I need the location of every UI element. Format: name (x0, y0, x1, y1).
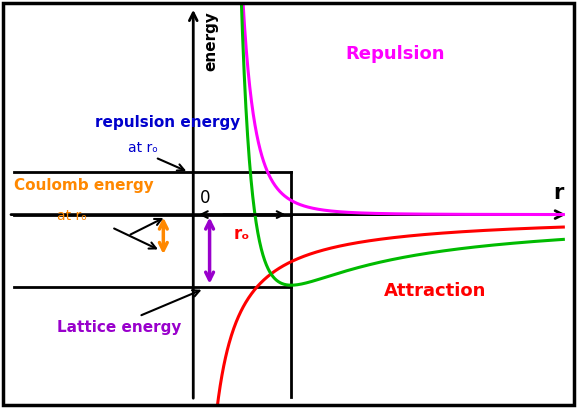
Text: Repulsion: Repulsion (346, 44, 445, 62)
Text: at rₒ: at rₒ (128, 141, 158, 155)
Text: Attraction: Attraction (384, 282, 486, 300)
Text: Coulomb energy: Coulomb energy (14, 178, 153, 193)
Text: energy: energy (203, 11, 218, 71)
Text: r: r (553, 183, 563, 203)
Text: at rₒ: at rₒ (57, 209, 87, 223)
Text: repulsion energy: repulsion energy (95, 115, 241, 130)
Text: rₒ: rₒ (234, 225, 250, 243)
Text: 0: 0 (200, 189, 210, 207)
Text: Lattice energy: Lattice energy (57, 321, 182, 335)
